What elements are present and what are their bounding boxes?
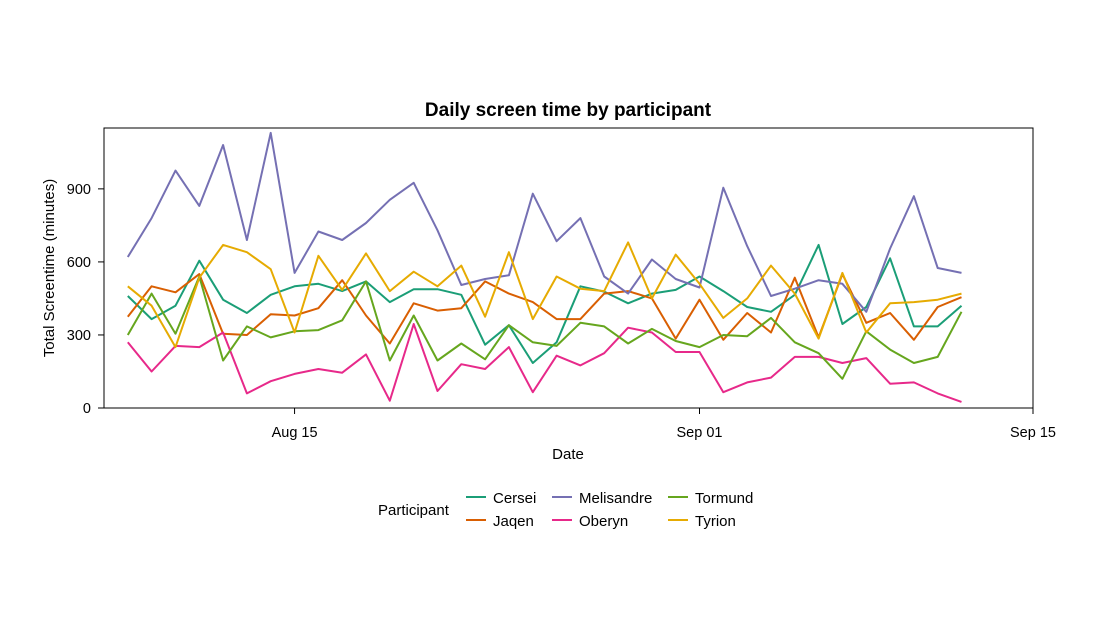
y-axis: 0 300 600 900 bbox=[67, 182, 104, 417]
legend-label-melisandre: Melisandre bbox=[579, 490, 652, 507]
y-tick-label: 900 bbox=[67, 182, 91, 198]
legend-label-oberyn: Oberyn bbox=[579, 513, 628, 530]
series-layer bbox=[126, 131, 963, 403]
series-line-melisandre bbox=[126, 131, 962, 313]
y-tick-label: 0 bbox=[83, 401, 91, 417]
y-tick-label: 300 bbox=[67, 328, 91, 344]
legend-label-tyrion: Tyrion bbox=[695, 513, 736, 530]
x-tick-label: Aug 15 bbox=[272, 425, 318, 441]
legend-label-jaqen: Jaqen bbox=[493, 513, 534, 530]
legend-label-tormund: Tormund bbox=[695, 490, 753, 507]
x-tick-label: Sep 01 bbox=[677, 425, 723, 441]
chart-title: Daily screen time by participant bbox=[425, 100, 712, 121]
series-line-oberyn bbox=[127, 323, 962, 403]
series-line-tormund bbox=[126, 275, 963, 380]
legend-label-cersei: Cersei bbox=[493, 490, 536, 507]
legend-title: Participant bbox=[378, 502, 450, 519]
y-axis-label: Total Screentime (minutes) bbox=[41, 179, 58, 357]
y-tick-label: 600 bbox=[67, 255, 91, 271]
x-tick-label: Sep 15 bbox=[1010, 425, 1056, 441]
x-axis: Aug 15 Sep 01 Sep 15 bbox=[272, 408, 1056, 441]
x-axis-label: Date bbox=[552, 446, 584, 463]
series-line-cersei bbox=[127, 243, 963, 364]
series-line-tyrion bbox=[127, 241, 962, 349]
legend: Participant Cersei Jaqen Melisandre Oberyn T… bbox=[378, 490, 753, 530]
plot-frame bbox=[103, 127, 1034, 409]
